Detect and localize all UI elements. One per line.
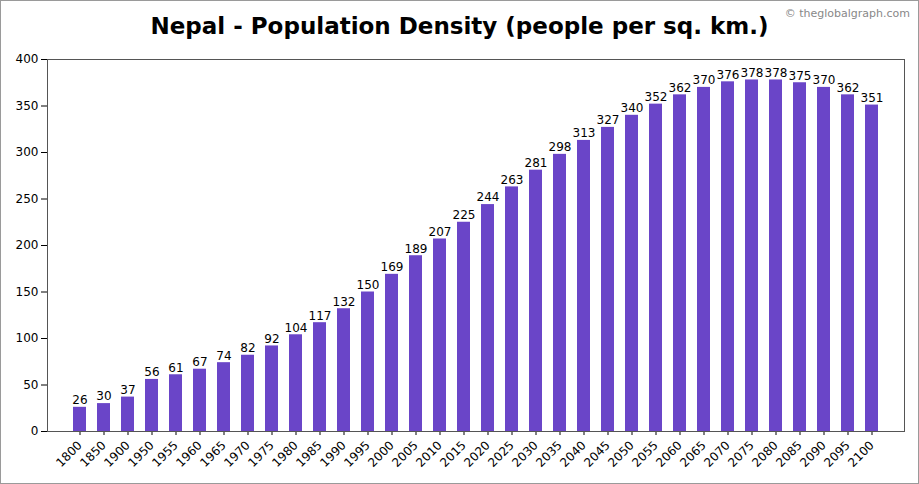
- svg-text:1800: 1800: [53, 438, 84, 469]
- svg-text:370: 370: [693, 73, 716, 87]
- svg-text:298: 298: [549, 140, 572, 154]
- svg-text:2060: 2060: [653, 438, 684, 469]
- svg-text:370: 370: [813, 73, 836, 87]
- svg-text:92: 92: [264, 332, 279, 346]
- svg-text:2005: 2005: [389, 438, 420, 469]
- svg-text:2040: 2040: [557, 438, 588, 469]
- svg-text:117: 117: [309, 309, 332, 323]
- svg-text:30: 30: [96, 389, 111, 403]
- svg-text:56: 56: [144, 365, 159, 379]
- svg-text:189: 189: [405, 242, 428, 256]
- svg-text:169: 169: [381, 260, 404, 274]
- svg-text:104: 104: [285, 321, 308, 335]
- svg-text:1960: 1960: [173, 438, 204, 469]
- svg-text:378: 378: [741, 66, 764, 80]
- svg-text:100: 100: [16, 331, 39, 345]
- svg-text:1900: 1900: [101, 438, 132, 469]
- svg-text:327: 327: [597, 113, 620, 127]
- svg-text:150: 150: [357, 278, 380, 292]
- svg-text:2000: 2000: [365, 438, 396, 469]
- svg-text:1985: 1985: [293, 438, 324, 469]
- svg-text:150: 150: [16, 285, 39, 299]
- svg-text:1955: 1955: [149, 438, 180, 469]
- svg-text:352: 352: [645, 90, 668, 104]
- svg-text:132: 132: [333, 295, 356, 309]
- svg-text:250: 250: [16, 192, 39, 206]
- svg-text:1950: 1950: [125, 438, 156, 469]
- svg-text:362: 362: [837, 81, 860, 95]
- svg-text:2055: 2055: [629, 438, 660, 469]
- svg-text:2085: 2085: [773, 438, 804, 469]
- svg-text:2025: 2025: [485, 438, 516, 469]
- svg-text:2010: 2010: [413, 438, 444, 469]
- svg-text:1850: 1850: [77, 438, 108, 469]
- svg-text:200: 200: [16, 238, 39, 252]
- svg-text:26: 26: [72, 393, 87, 407]
- svg-text:2015: 2015: [437, 438, 468, 469]
- svg-text:300: 300: [16, 145, 39, 159]
- svg-text:67: 67: [192, 355, 207, 369]
- svg-text:362: 362: [669, 81, 692, 95]
- svg-text:2050: 2050: [605, 438, 636, 469]
- svg-text:340: 340: [621, 101, 644, 115]
- svg-text:207: 207: [429, 225, 452, 239]
- svg-text:2065: 2065: [677, 438, 708, 469]
- svg-text:225: 225: [453, 208, 476, 222]
- svg-text:0: 0: [31, 424, 39, 438]
- svg-text:61: 61: [168, 361, 183, 375]
- svg-text:378: 378: [765, 66, 788, 80]
- svg-text:74: 74: [216, 349, 231, 363]
- svg-text:2070: 2070: [701, 438, 732, 469]
- svg-text:2045: 2045: [581, 438, 612, 469]
- svg-text:2035: 2035: [533, 438, 564, 469]
- svg-text:263: 263: [501, 173, 524, 187]
- svg-text:350: 350: [16, 99, 39, 113]
- svg-text:1995: 1995: [341, 438, 372, 469]
- svg-text:313: 313: [573, 126, 596, 140]
- html-text:Nepal - Population Density (pe: Nepal - Population Density (people per s…: [150, 13, 769, 39]
- svg-text:400: 400: [16, 52, 39, 66]
- svg-text:2080: 2080: [749, 438, 780, 469]
- svg-text:2030: 2030: [509, 438, 540, 469]
- svg-text:1965: 1965: [197, 438, 228, 469]
- svg-text:50: 50: [23, 378, 38, 392]
- svg-text:375: 375: [789, 69, 812, 83]
- svg-text:2075: 2075: [725, 438, 756, 469]
- svg-text:1970: 1970: [221, 438, 252, 469]
- svg-text:351: 351: [861, 91, 884, 105]
- svg-text:1990: 1990: [317, 438, 348, 469]
- svg-text:2095: 2095: [821, 438, 852, 469]
- svg-text:1975: 1975: [245, 438, 276, 469]
- svg-text:37: 37: [120, 383, 135, 397]
- svg-text:281: 281: [525, 156, 548, 170]
- svg-text:2100: 2100: [845, 438, 876, 469]
- svg-text:244: 244: [477, 190, 500, 204]
- svg-text:2020: 2020: [461, 438, 492, 469]
- svg-text:82: 82: [240, 341, 255, 355]
- svg-text:376: 376: [717, 68, 740, 82]
- svg-text:2090: 2090: [797, 438, 828, 469]
- svg-text:1980: 1980: [269, 438, 300, 469]
- html-text:© theglobalgraph.com: © theglobalgraph.com: [784, 7, 910, 20]
